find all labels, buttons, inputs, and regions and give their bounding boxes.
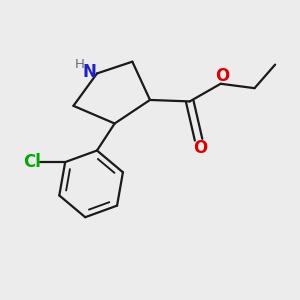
Text: O: O — [193, 139, 207, 157]
Text: H: H — [75, 58, 85, 71]
Text: Cl: Cl — [23, 152, 41, 170]
Text: N: N — [83, 63, 97, 81]
Text: O: O — [215, 68, 229, 85]
